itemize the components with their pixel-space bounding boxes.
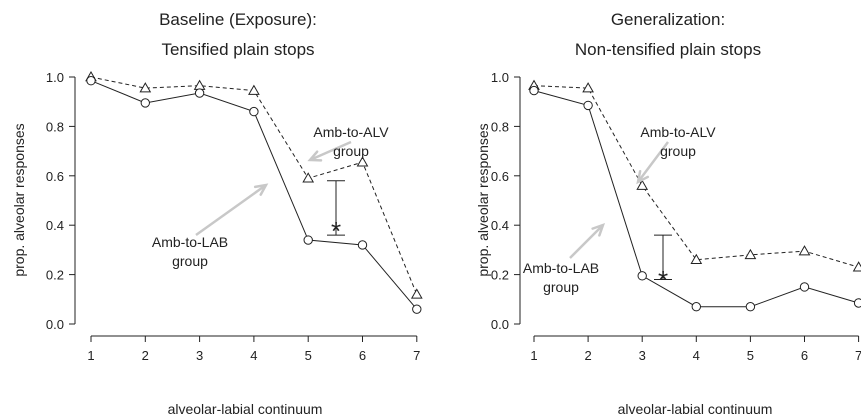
data-point-circle xyxy=(194,88,205,98)
x-tick-label: 7 xyxy=(413,348,420,363)
y-tick-label: 0.0 xyxy=(491,317,509,332)
chart-panel-generalization: Generalization: Non-tensified plain stop… xyxy=(475,10,861,417)
y-tick-label: 0.8 xyxy=(46,119,64,134)
chart-title: Baseline (Exposure): xyxy=(159,10,317,29)
y-tick-label: 0.4 xyxy=(491,218,509,233)
chart-subtitle: Tensified plain stops xyxy=(161,40,314,59)
x-tick-label: 4 xyxy=(693,348,700,363)
x-tick-label: 1 xyxy=(530,348,537,363)
x-tick-label: 4 xyxy=(250,348,257,363)
data-point-triangle xyxy=(139,82,152,93)
data-point-triangle xyxy=(302,172,315,183)
annotation-amb-to-lab-line2: group xyxy=(543,279,579,295)
y-tick-label: 0.4 xyxy=(46,218,64,233)
data-point-triangle xyxy=(582,82,594,93)
annotation-arrow xyxy=(195,183,267,237)
data-point-triangle xyxy=(410,288,423,299)
data-point-circle xyxy=(357,240,368,250)
chart-subtitle: Non-tensified plain stops xyxy=(575,40,761,59)
x-tick-label: 6 xyxy=(359,348,366,363)
annotation-amb-to-lab-line1: Amb-to-LAB xyxy=(152,234,228,250)
data-point-circle xyxy=(799,282,810,292)
annotation-amb-to-lab-line1: Amb-to-LAB xyxy=(523,260,599,276)
annotation-amb-to-alv-line2: group xyxy=(660,143,696,159)
data-point-circle xyxy=(745,302,756,312)
x-tick-label: 2 xyxy=(142,348,149,363)
annotation-amb-to-alv-line1: Amb-to-ALV xyxy=(313,124,389,140)
data-point-circle xyxy=(140,98,151,108)
chart-panel-baseline: Baseline (Exposure): Tensified plain sto… xyxy=(11,10,423,417)
data-point-triangle xyxy=(798,245,811,256)
y-tick-label: 1.0 xyxy=(491,70,509,85)
annotation-arrowhead xyxy=(253,183,269,196)
data-point-circle xyxy=(412,304,422,314)
y-tick-label: 0.8 xyxy=(491,119,509,134)
data-point-triangle xyxy=(356,156,369,167)
x-tick-label: 5 xyxy=(747,348,754,363)
y-axis-label: prop. alveolar responses xyxy=(11,123,27,276)
y-tick-label: 0.2 xyxy=(491,268,509,283)
annotation-arrowhead xyxy=(636,169,650,185)
data-point-circle xyxy=(583,100,593,111)
significance-asterisk: * xyxy=(331,216,341,246)
x-tick-label: 3 xyxy=(196,348,203,363)
y-tick-label: 1.0 xyxy=(46,70,64,85)
data-point-triangle xyxy=(193,79,206,90)
data-point-triangle xyxy=(744,248,757,260)
annotation-amb-to-lab-line2: group xyxy=(172,253,208,269)
series-line-amb-to-alv xyxy=(533,85,859,268)
x-tick-label: 7 xyxy=(855,348,861,363)
data-point-circle xyxy=(529,85,539,96)
x-tick-label: 1 xyxy=(87,348,94,363)
y-tick-label: 0.6 xyxy=(46,169,64,184)
x-axis-label: alveolar-labial continuum xyxy=(618,401,773,417)
annotation-arrow xyxy=(569,224,604,259)
data-point-triangle xyxy=(690,253,703,265)
annotation-amb-to-alv-line2: group xyxy=(333,143,369,159)
chart-title: Generalization: xyxy=(611,10,725,29)
data-point-circle xyxy=(249,106,259,117)
data-point-circle xyxy=(691,302,701,312)
data-point-triangle xyxy=(636,179,649,190)
x-tick-label: 3 xyxy=(639,348,646,363)
y-tick-label: 0.0 xyxy=(46,317,64,332)
y-tick-label: 0.2 xyxy=(46,268,64,283)
y-axis-label: prop. alveolar responses xyxy=(475,123,491,276)
y-tick-label: 0.6 xyxy=(491,169,509,184)
data-point-circle xyxy=(86,76,96,86)
data-point-circle xyxy=(853,298,861,308)
annotation-arrowhead xyxy=(307,150,323,162)
annotation-arrow xyxy=(309,140,352,162)
x-tick-label: 5 xyxy=(305,348,312,363)
data-point-circle xyxy=(637,271,647,281)
annotation-arrow xyxy=(637,141,669,183)
data-point-circle xyxy=(303,235,313,245)
x-tick-label: 6 xyxy=(801,348,808,363)
data-point-triangle xyxy=(852,261,861,272)
x-axis-label: alveolar-labial continuum xyxy=(168,401,323,417)
significance-asterisk: * xyxy=(658,265,668,295)
annotation-amb-to-alv-line1: Amb-to-ALV xyxy=(640,124,716,140)
data-point-triangle xyxy=(248,84,260,95)
x-tick-label: 2 xyxy=(584,348,591,363)
annotation-arrowhead xyxy=(591,222,606,237)
